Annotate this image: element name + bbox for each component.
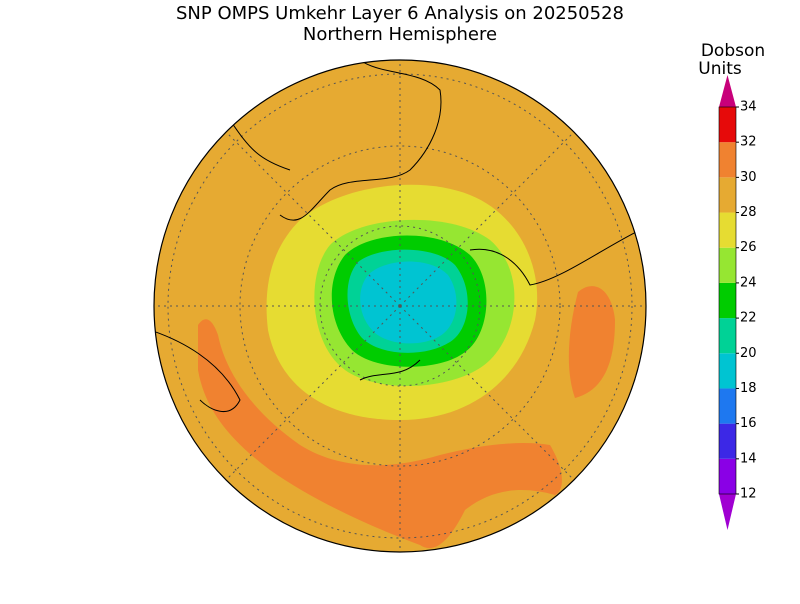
contour-band — [360, 261, 457, 344]
colorbar-tick-label: 32 — [740, 135, 757, 150]
colorbar-segment — [719, 247, 736, 283]
colorbar-over — [719, 75, 736, 107]
contour-band — [568, 286, 615, 398]
colorbar-tick-label: 14 — [740, 451, 757, 466]
subtitle: Northern Hemisphere — [303, 24, 497, 45]
contour-band — [198, 319, 562, 549]
colorbar-segment — [719, 142, 736, 178]
colorbar-tick-label: 30 — [740, 170, 757, 185]
latitude-circle — [239, 145, 561, 467]
colorbar-tick-label: 16 — [740, 416, 757, 431]
colorbar-segment — [719, 282, 736, 319]
coastline — [154, 60, 641, 412]
colorbar-tick-label: 28 — [740, 205, 757, 220]
colorbar-label: Units — [698, 59, 742, 79]
map — [153, 59, 647, 553]
colorbar-tick-label: 34 — [740, 100, 757, 115]
colorbar-segment — [719, 107, 736, 143]
colorbar-tick-label: 18 — [740, 381, 757, 396]
colorbar-segment — [719, 212, 736, 248]
colorbar-segment — [719, 423, 736, 459]
colorbar-label: Dobson — [701, 41, 765, 61]
colorbar-under — [719, 494, 736, 530]
colorbar-tick-label: 22 — [740, 311, 757, 326]
colorbar-segment — [719, 177, 736, 213]
colorbar-segment — [719, 458, 736, 494]
map-border — [153, 59, 647, 553]
colorbar-tick-label: 20 — [740, 346, 757, 361]
colorbar-segment — [719, 388, 736, 424]
title: SNP OMPS Umkehr Layer 6 Analysis on 2025… — [176, 3, 624, 24]
colorbar-segment — [719, 353, 736, 389]
latitude-circle — [167, 73, 633, 539]
colorbar-tick-label: 24 — [740, 275, 757, 290]
colorbar-frame — [718, 106, 737, 495]
colorbar: Dobson Units 12 14 16 18 20 22 24 26 28 30 32 34 — [698, 41, 765, 530]
colorbar-segment — [719, 318, 736, 354]
colorbar-tick-label: 12 — [740, 487, 757, 502]
colorbar-tick-label: 26 — [740, 240, 757, 255]
